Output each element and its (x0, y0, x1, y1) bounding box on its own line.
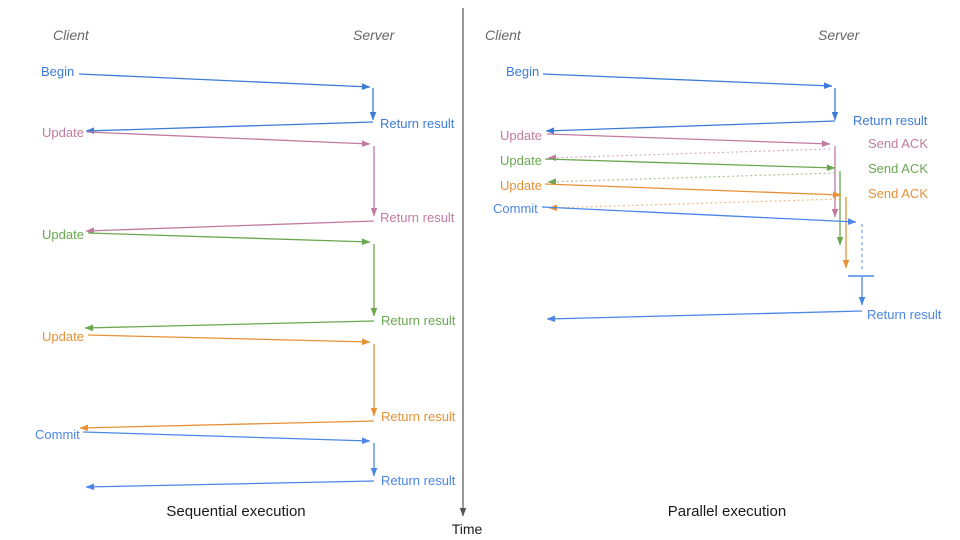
right-update1-ack-dashed-arrow (547, 148, 831, 162)
right-client-header: Client (485, 27, 522, 43)
left-server-header: Server (353, 27, 396, 43)
time-axis-label: Time (452, 521, 483, 537)
left-commit-result-label: Return result (381, 473, 456, 488)
left-commit-label: Commit (35, 427, 80, 442)
sequential-execution-panel: Client Server Begin Return result Update… (35, 27, 456, 520)
left-client-header: Client (53, 27, 90, 43)
right-msg-update-3: Update Send ACK (500, 178, 928, 269)
left-update3-result-label: Return result (381, 409, 456, 424)
right-update2-ack-label: Send ACK (868, 161, 928, 176)
left-update2-return-arrow (84, 320, 375, 332)
left-msg-update-2: Update Return result (42, 227, 456, 332)
left-msg-update-3: Update Return result (42, 329, 456, 432)
right-msg-commit: Commit Return result (493, 201, 942, 323)
left-update1-result-label: Return result (380, 210, 455, 225)
left-update3-request-arrow (87, 334, 371, 346)
right-update2-request-arrow (544, 158, 836, 172)
left-begin-result-label: Return result (380, 116, 455, 131)
right-update1-request-arrow (546, 133, 831, 148)
right-commit-result-label: Return result (867, 307, 942, 322)
left-begin-label: Begin (41, 64, 74, 79)
right-begin-request-arrow (542, 73, 833, 89)
right-update2-label: Update (500, 153, 542, 168)
left-update1-label: Update (42, 125, 84, 140)
left-update2-result-label: Return result (381, 313, 456, 328)
right-commit-label: Commit (493, 201, 538, 216)
left-update1-request-arrow (86, 131, 371, 147)
right-update3-label: Update (500, 178, 542, 193)
left-update3-return-arrow (79, 420, 375, 432)
left-commit-return-arrow (85, 480, 375, 491)
left-update3-label: Update (42, 329, 84, 344)
left-commit-request-arrow (82, 431, 371, 445)
right-update3-ack-dashed-arrow (548, 198, 842, 212)
right-msg-update-1: Update Send ACK (500, 128, 928, 218)
time-axis: Time (452, 8, 483, 537)
right-caption: Parallel execution (668, 503, 786, 520)
right-begin-return-arrow (545, 120, 836, 135)
left-update1-return-arrow (85, 220, 375, 235)
right-commit-return-arrow (546, 310, 863, 323)
left-msg-begin: Begin Return result (41, 64, 455, 135)
right-update1-ack-label: Send ACK (868, 136, 928, 151)
right-begin-label: Begin (506, 64, 539, 79)
left-caption: Sequential execution (166, 503, 305, 520)
left-begin-return-arrow (85, 121, 374, 135)
right-msg-update-2: Update Send ACK (500, 153, 928, 246)
right-server-header: Server (818, 27, 861, 43)
right-update1-label: Update (500, 128, 542, 143)
right-update3-ack-label: Send ACK (868, 186, 928, 201)
left-begin-request-arrow (78, 73, 371, 90)
left-msg-update-1: Update Return result (42, 125, 455, 235)
right-update3-request-arrow (544, 183, 842, 199)
left-update2-label: Update (42, 227, 84, 242)
right-begin-result-label: Return result (853, 113, 928, 128)
right-msg-begin: Begin Return result (506, 64, 928, 135)
right-update2-ack-dashed-arrow (547, 172, 836, 186)
right-commit-request-arrow (541, 206, 857, 225)
parallel-execution-panel: Client Server Begin Return result Update… (485, 27, 942, 520)
left-msg-commit: Commit Return result (35, 427, 456, 491)
left-update2-request-arrow (87, 232, 371, 246)
